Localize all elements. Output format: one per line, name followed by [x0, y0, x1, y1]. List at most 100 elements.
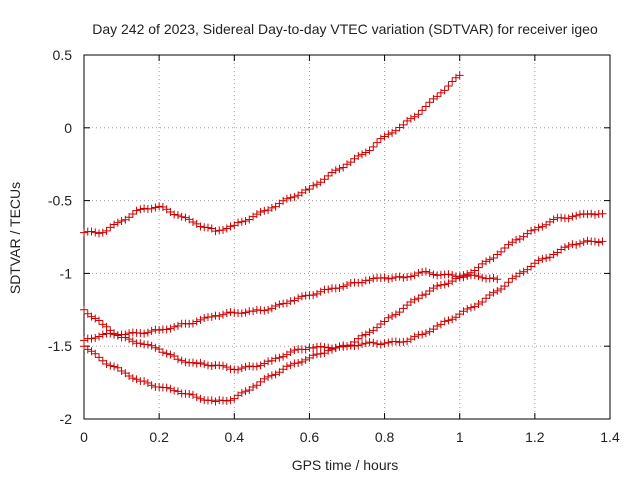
chart-title: Day 242 of 2023, Sidereal Day-to-day VTE…: [92, 21, 598, 37]
data-point: [425, 268, 434, 277]
data-point: [241, 308, 250, 317]
data-point: [373, 339, 382, 348]
data-point: [256, 207, 265, 216]
data-point: [414, 110, 423, 119]
data-point: [489, 253, 498, 262]
data-point: [320, 175, 329, 184]
data-point: [361, 339, 370, 348]
data-point: [373, 138, 382, 147]
data-point: [324, 171, 333, 180]
data-point: [504, 278, 513, 287]
data-point: [158, 348, 167, 357]
data-point: [365, 338, 374, 347]
data-point: [331, 343, 340, 352]
data-point: [474, 263, 483, 272]
data-point: [572, 211, 581, 220]
data-point: [181, 358, 190, 367]
data-point: [335, 164, 344, 173]
data-point: [80, 228, 88, 237]
data-point: [380, 339, 389, 348]
data-point: [380, 273, 389, 282]
data-point: [500, 282, 509, 291]
data-point: [316, 287, 325, 296]
data-point: [354, 152, 363, 161]
data-point: [147, 381, 156, 390]
data-point: [188, 358, 197, 367]
data-point: [234, 365, 243, 374]
data-point: [444, 270, 453, 279]
data-point: [125, 213, 134, 222]
data-point: [489, 288, 498, 297]
x-tick-label: 0.6: [300, 429, 320, 445]
data-point: [286, 361, 295, 370]
data-point: [98, 228, 107, 237]
data-point: [331, 166, 340, 175]
y-axis-ticks: -2 -1.5 -1 -0.5 0 0.5: [48, 47, 610, 427]
x-tick-label: 0.4: [225, 429, 245, 445]
data-point: [91, 314, 100, 323]
data-point: [324, 285, 333, 294]
data-point: [290, 192, 299, 201]
x-tick-label: 1.4: [600, 429, 620, 445]
data-point: [271, 354, 280, 363]
data-point: [136, 339, 145, 348]
x-tick-label: 1.2: [525, 429, 545, 445]
data-point: [166, 324, 175, 333]
data-point: [463, 304, 472, 313]
data-point: [125, 372, 134, 381]
data-markers: [80, 71, 607, 406]
data-point: [523, 265, 532, 274]
data-point: [433, 271, 442, 280]
data-point: [414, 269, 423, 278]
data-point: [256, 361, 265, 370]
data-point: [358, 331, 367, 340]
data-point: [297, 357, 306, 366]
data-point: [485, 255, 494, 264]
data-point: [222, 308, 231, 317]
x-tick-label: 1: [456, 429, 464, 445]
data-point: [196, 222, 205, 231]
data-point: [95, 353, 104, 362]
data-point: [222, 396, 231, 405]
data-point: [384, 130, 393, 139]
x-tick-label: 0: [80, 429, 88, 445]
data-point: [166, 350, 175, 359]
data-point: [418, 330, 427, 339]
data-point: [147, 326, 156, 335]
data-point: [136, 205, 145, 214]
data-point: [128, 337, 137, 346]
series-1: [80, 71, 464, 238]
data-point: [286, 193, 295, 202]
data-point: [249, 307, 258, 316]
data-point: [166, 384, 175, 393]
data-point: [211, 227, 220, 236]
data-point: [98, 330, 107, 339]
data-point: [267, 371, 276, 380]
data-point: [241, 362, 250, 371]
data-point: [170, 352, 179, 361]
data-point: [234, 218, 243, 227]
data-point: [301, 345, 310, 354]
data-point: [474, 272, 483, 281]
data-point: [226, 308, 235, 317]
data-point: [542, 254, 551, 263]
data-point: [155, 345, 164, 354]
data-point: [384, 313, 393, 322]
data-point: [110, 329, 119, 338]
data-point: [177, 212, 186, 221]
data-point: [410, 295, 419, 304]
data-point: [173, 321, 182, 330]
data-point: [264, 305, 273, 314]
data-point: [369, 142, 378, 151]
data-point: [339, 163, 348, 172]
data-point: [459, 271, 468, 280]
data-point: [309, 343, 318, 352]
data-point: [583, 210, 592, 219]
data-point: [418, 106, 427, 115]
data-point: [170, 386, 179, 395]
data-point: [489, 273, 498, 282]
data-point: [106, 361, 115, 370]
y-tick-label: -0.5: [48, 193, 72, 209]
data-point: [478, 273, 487, 282]
data-point: [369, 274, 378, 283]
